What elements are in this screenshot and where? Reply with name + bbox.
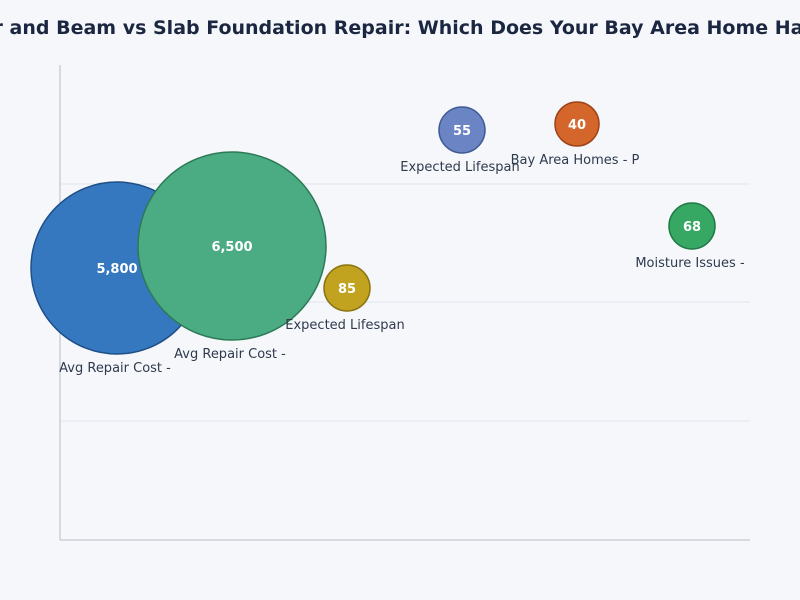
bubble-category-label: Moisture Issues -	[635, 256, 745, 271]
bubble-4	[438, 106, 486, 154]
bubble-5	[554, 101, 600, 147]
bubble-value-label: 5,800	[96, 262, 137, 277]
bubble-6	[668, 202, 716, 250]
bubble-3	[323, 264, 371, 312]
bubble-value-label: 68	[683, 220, 701, 235]
bubble-value-label: 40	[568, 118, 586, 133]
bubble-value-label: 55	[453, 124, 471, 139]
bubble-series: 5,800 Avg Repair Cost - 6,500 Avg Repair Co…	[30, 101, 745, 376]
bubble-category-label: Expected Lifespan	[400, 160, 519, 175]
bubble-category-label: Avg Repair Cost -	[174, 347, 286, 362]
bubble-value-label: 85	[338, 282, 356, 297]
bubble-2	[137, 151, 327, 341]
bubble-value-label: 6,500	[211, 240, 252, 255]
bubble-category-label: Avg Repair Cost -	[59, 361, 171, 376]
bubble-category-label: Expected Lifespan	[285, 318, 404, 333]
bubble-category-label: Bay Area Homes - P	[511, 153, 640, 168]
chart-title: Pier and Beam vs Slab Foundation Repair:…	[0, 17, 800, 39]
